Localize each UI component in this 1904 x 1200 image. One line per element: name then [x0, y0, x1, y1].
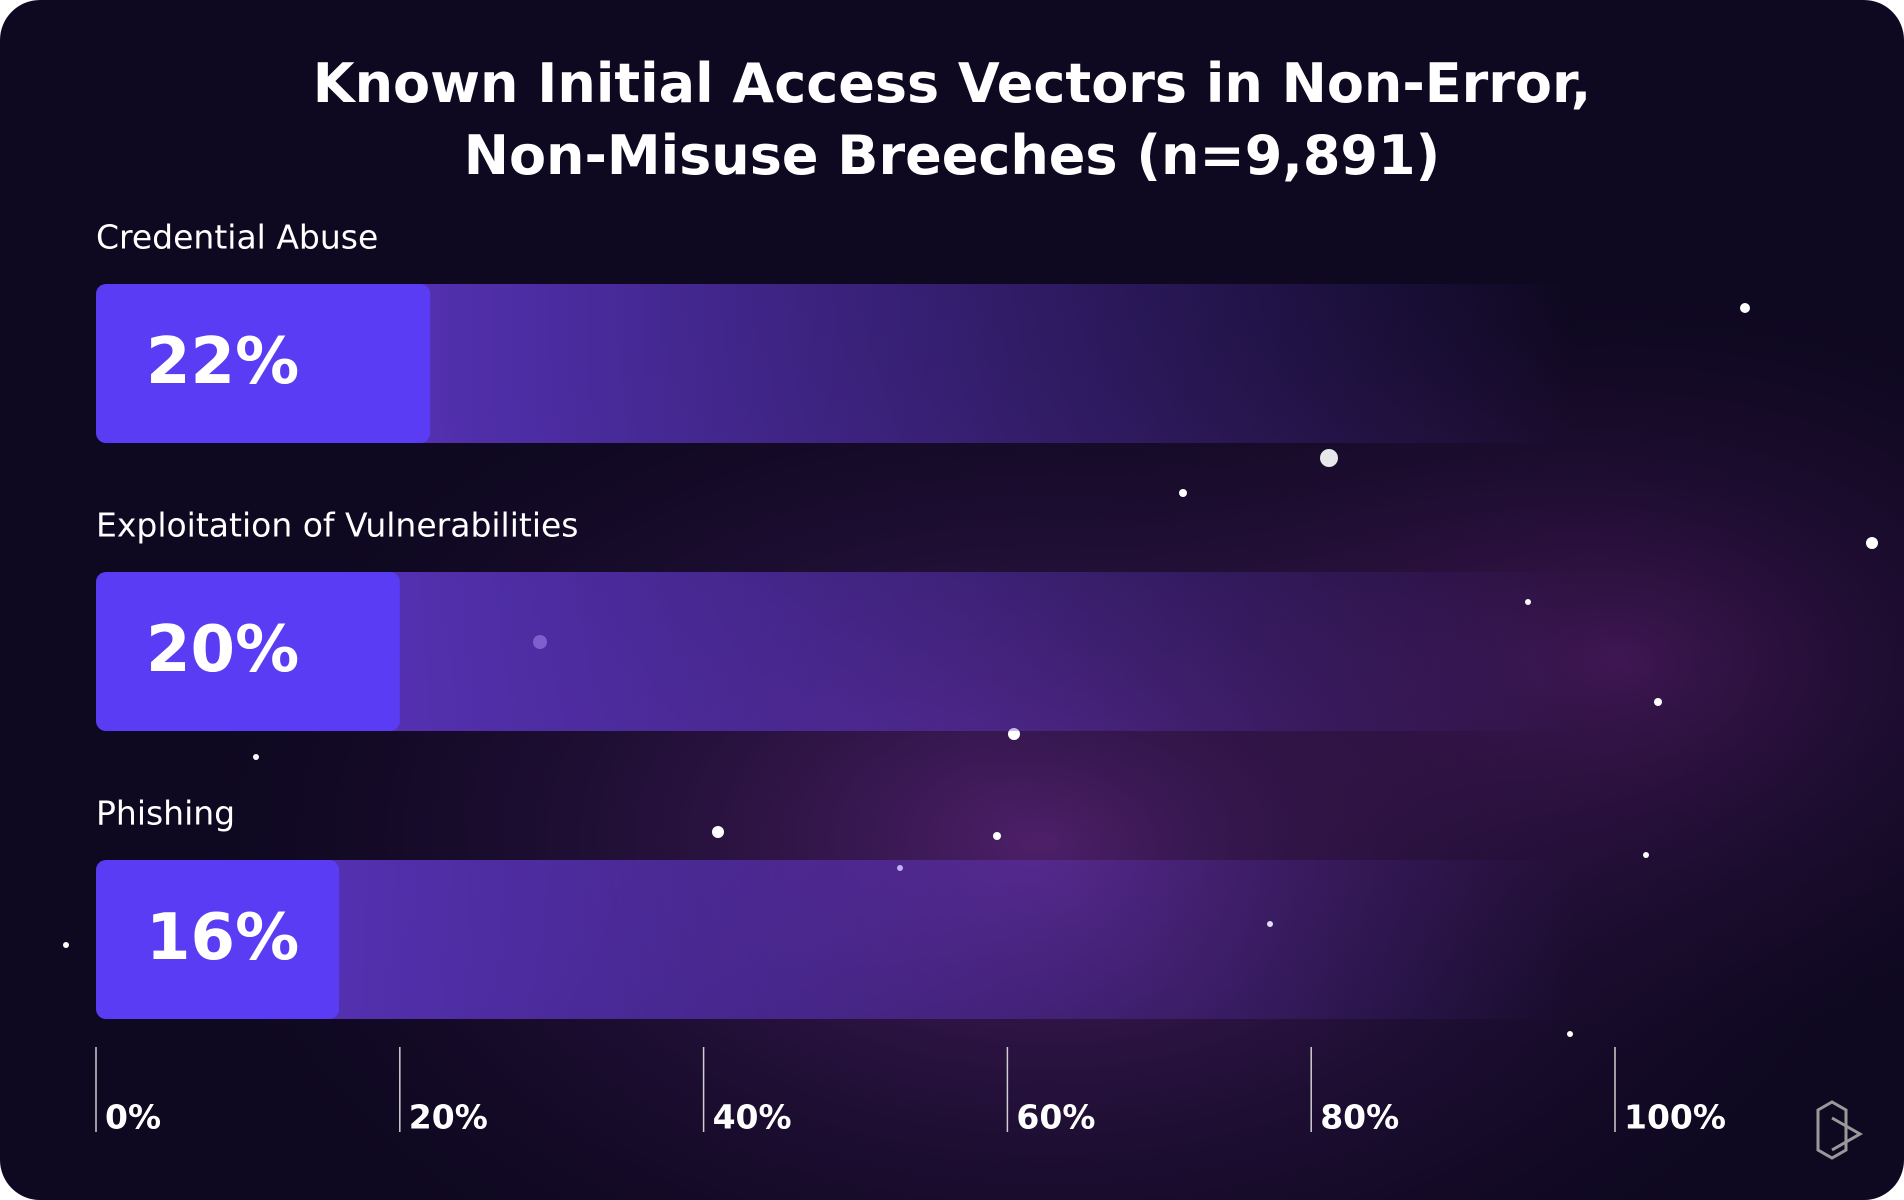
bar-track [389, 572, 1575, 731]
x-tick-label: 100% [1624, 1098, 1726, 1137]
bar [96, 572, 400, 731]
bar-track [420, 284, 1575, 443]
bar-track [329, 860, 1575, 1019]
chart-title: Known Initial Access Vectors in Non-Erro… [313, 52, 1591, 187]
plot-area: Credential Abuse 22% Exploitation of Vulne… [95, 218, 1726, 1137]
logo [1816, 1100, 1864, 1160]
bar [96, 860, 340, 1019]
bar [96, 284, 431, 443]
x-tick-label: 0% [105, 1098, 161, 1137]
category-label: Exploitation of Vulnerabilities [96, 506, 579, 545]
category-label: Credential Abuse [96, 218, 378, 257]
x-tick-label: 40% [713, 1098, 792, 1137]
chart-title-text: Known Initial Access Vectors in Non-Erro… [313, 52, 1591, 187]
x-tick-label: 80% [1320, 1098, 1399, 1137]
value-label: 20% [146, 613, 299, 687]
value-label: 22% [146, 325, 299, 399]
category-label: Phishing [96, 794, 235, 833]
x-tick-label: 60% [1016, 1098, 1095, 1137]
value-label: 16% [146, 901, 299, 975]
x-tick-label: 20% [409, 1098, 488, 1137]
